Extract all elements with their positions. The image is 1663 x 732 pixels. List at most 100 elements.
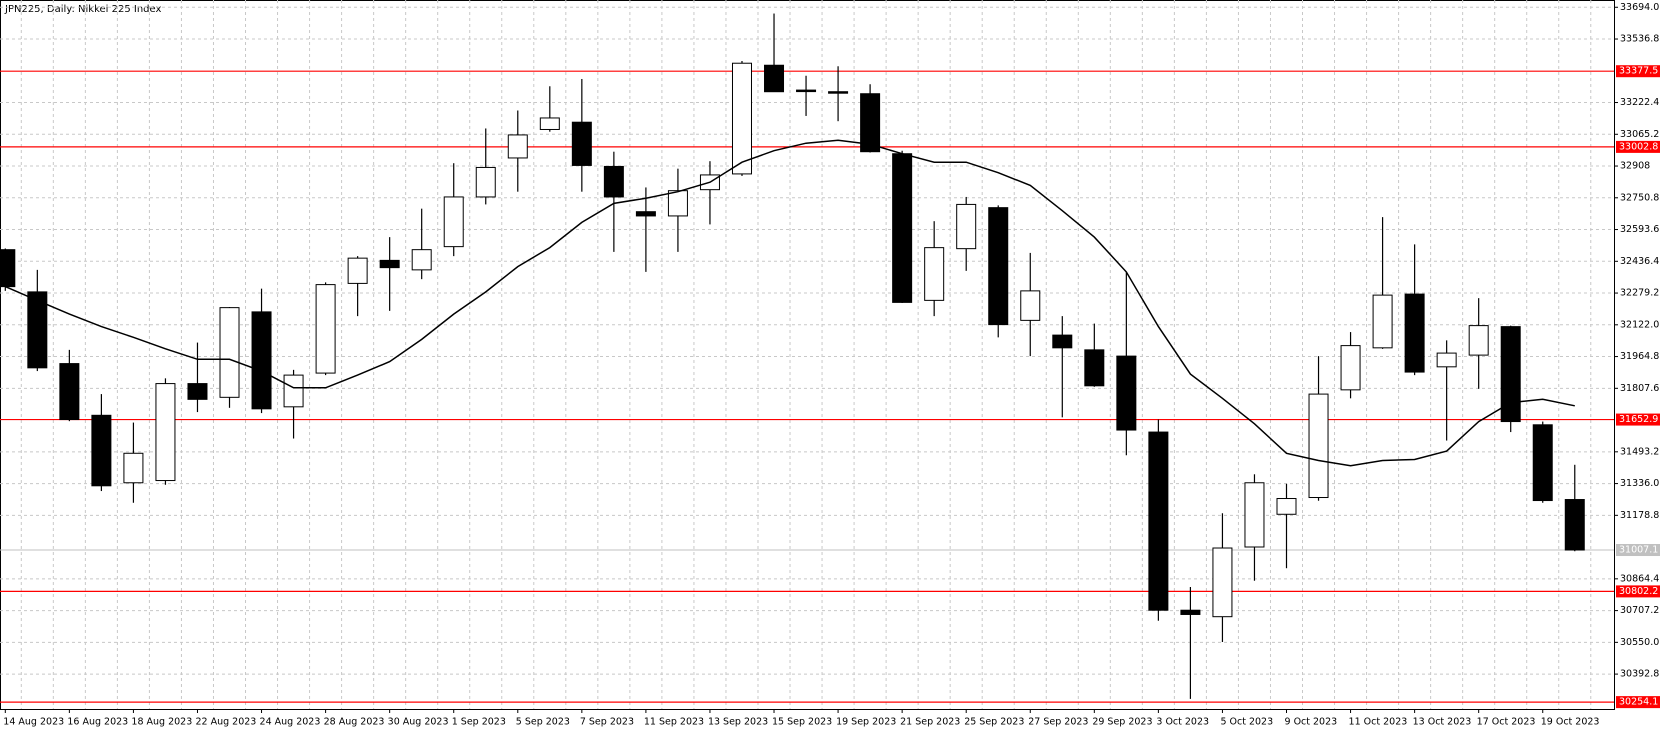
candle-body [91, 414, 112, 487]
candle-body [1212, 547, 1233, 618]
candle-body [1340, 345, 1361, 391]
x-tick-label: 22 Aug 2023 [195, 717, 256, 728]
candle-body [1372, 294, 1393, 349]
candle-body [1436, 352, 1457, 368]
level-label: 33002.8 [1619, 141, 1658, 152]
candle-body [1564, 499, 1585, 551]
y-tick-label: 30392.8 [1620, 669, 1659, 680]
candle-body [251, 311, 272, 410]
x-tick-label: 19 Sep 2023 [836, 717, 896, 728]
candle-body [1052, 334, 1073, 349]
x-tick-label: 1 Sep 2023 [452, 717, 506, 728]
level-label-bg [1616, 413, 1660, 426]
level-label-bg [1616, 696, 1660, 709]
candle-body [59, 363, 80, 421]
x-tick-label: 5 Oct 2023 [1220, 717, 1273, 728]
candle-body [1276, 498, 1297, 515]
x-tick-label: 15 Sep 2023 [772, 717, 832, 728]
level-label-bg [1616, 65, 1660, 78]
current-price-label-bg [1616, 544, 1660, 557]
candle-body [1532, 424, 1553, 502]
candle-body [1404, 293, 1425, 373]
x-tick-label: 29 Sep 2023 [1092, 717, 1152, 728]
candle-body [219, 307, 240, 398]
level-label: 30254.1 [1619, 697, 1658, 708]
candle-body [731, 62, 752, 175]
candle-body [507, 134, 528, 159]
y-tick-label: 30707.2 [1620, 605, 1659, 616]
y-tick-label: 31964.8 [1620, 351, 1659, 362]
plot-frame [0, 0, 1615, 710]
y-tick-label: 32593.6 [1620, 224, 1659, 235]
y-tick-label: 30550.0 [1620, 637, 1659, 648]
candle-body [539, 117, 560, 130]
level-label-bg [1616, 140, 1660, 153]
y-tick-label: 32122.0 [1620, 319, 1659, 330]
x-tick-label: 14 Aug 2023 [3, 717, 64, 728]
x-tick-label: 21 Sep 2023 [900, 717, 960, 728]
x-tick-label: 16 Aug 2023 [67, 717, 128, 728]
x-tick-label: 18 Aug 2023 [131, 717, 192, 728]
candle-body [860, 93, 881, 153]
level-label: 33377.5 [1619, 66, 1658, 77]
y-tick-label: 31807.6 [1620, 383, 1659, 394]
grid-layer [0, 0, 1614, 709]
level-label: 31652.9 [1619, 414, 1658, 425]
candle-body [475, 166, 496, 198]
x-tick-label: 11 Oct 2023 [1349, 717, 1408, 728]
y-tick-label: 32279.2 [1620, 288, 1659, 299]
x-tick-label: 13 Oct 2023 [1413, 717, 1472, 728]
level-label-bg [1616, 585, 1660, 598]
candle-body [1308, 393, 1329, 499]
y-tick-label: 33222.4 [1620, 97, 1659, 108]
y-tick-label: 33536.8 [1620, 34, 1659, 45]
x-tick-label: 28 Aug 2023 [324, 717, 385, 728]
candle-body [667, 190, 688, 217]
candle-body [603, 165, 624, 198]
candle-body [1148, 431, 1169, 611]
x-tick-label: 13 Sep 2023 [708, 717, 768, 728]
level-label: 30802.2 [1619, 586, 1658, 597]
candle-body [27, 291, 48, 369]
candle-body [956, 203, 977, 250]
x-tick-label: 3 Oct 2023 [1156, 717, 1209, 728]
moving-average-line [5, 139, 1575, 467]
candle-body [1116, 355, 1137, 431]
y-tick-label: 30864.4 [1620, 573, 1659, 584]
x-tick-label: 5 Sep 2023 [516, 717, 570, 728]
candle-body [571, 121, 592, 166]
candle-body [315, 284, 336, 374]
y-tick-label: 33694.0 [1620, 2, 1659, 13]
candle-body [796, 89, 817, 93]
x-tick-label: 9 Oct 2023 [1285, 717, 1338, 728]
x-tick-label: 30 Aug 2023 [388, 717, 449, 728]
candle-body [379, 259, 400, 269]
y-tick-label: 32750.8 [1620, 192, 1659, 203]
y-tick-label: 32436.4 [1620, 256, 1659, 267]
y-tick-label: 31493.2 [1620, 446, 1659, 457]
candle-body [187, 383, 208, 400]
current-price-label: 31007.1 [1619, 545, 1658, 556]
candle-body [347, 257, 368, 284]
candle-body [1500, 326, 1521, 423]
candle-body [443, 196, 464, 248]
x-tick-label: 11 Sep 2023 [644, 717, 704, 728]
candle-body [1020, 290, 1041, 321]
candle-body [155, 383, 176, 482]
x-tick-label: 25 Sep 2023 [964, 717, 1024, 728]
candle-body [1244, 482, 1265, 548]
candle-body [988, 207, 1009, 326]
candle-body [0, 249, 16, 288]
candle-body [828, 91, 849, 94]
candle-body [1180, 609, 1201, 615]
candle-body [764, 64, 785, 93]
candle-body [924, 247, 945, 301]
candle-body [1084, 349, 1105, 387]
candle-body [411, 249, 432, 271]
y-tick-label: 31336.0 [1620, 478, 1659, 489]
x-tick-label: 17 Oct 2023 [1477, 717, 1536, 728]
x-tick-label: 7 Sep 2023 [580, 717, 634, 728]
candle-body [283, 374, 304, 408]
